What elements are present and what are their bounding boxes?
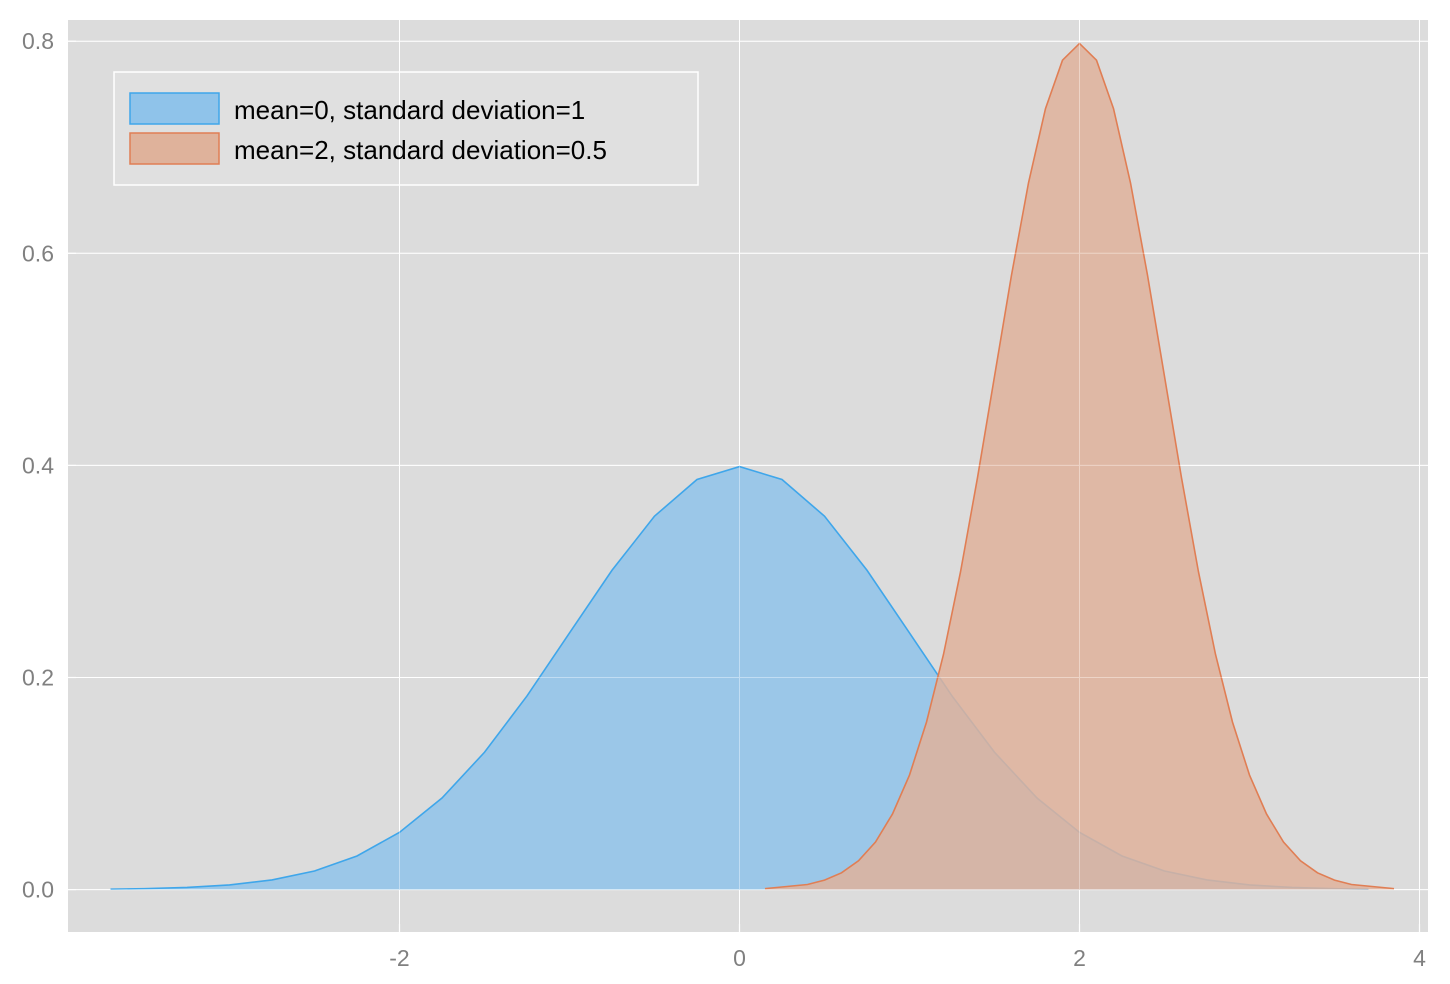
legend-swatch-series-1 xyxy=(129,92,220,125)
series-area-1 xyxy=(110,466,1369,890)
grid-lines-overlay xyxy=(68,20,1428,932)
x-tick-label-1: 0 xyxy=(733,945,746,971)
x-tick-label-2: 2 xyxy=(1073,945,1086,971)
legend: mean=0, standard deviation=1 mean=2, sta… xyxy=(113,71,699,186)
y-tick-label-2: 0.4 xyxy=(22,452,54,478)
y-tick-label-3: 0.6 xyxy=(22,240,54,266)
legend-label-series-2: mean=2, standard deviation=0.5 xyxy=(234,135,607,165)
x-tick-label-0: -2 xyxy=(389,945,409,971)
axis-ticks: -2 0 2 4 0.0 0.2 0.4 0.6 0.8 xyxy=(22,28,1426,971)
x-tick-label-3: 4 xyxy=(1413,945,1426,971)
series-line-2 xyxy=(764,42,1395,890)
legend-swatch-series-2 xyxy=(129,132,220,165)
legend-box xyxy=(113,71,699,186)
y-tick-label-4: 0.8 xyxy=(22,28,54,54)
series-area-2 xyxy=(765,43,1394,890)
y-tick-label-0: 0.0 xyxy=(22,877,54,903)
series-areas xyxy=(68,20,1428,932)
legend-label-series-1: mean=0, standard deviation=1 xyxy=(234,95,585,125)
y-tick-label-1: 0.2 xyxy=(22,664,54,690)
